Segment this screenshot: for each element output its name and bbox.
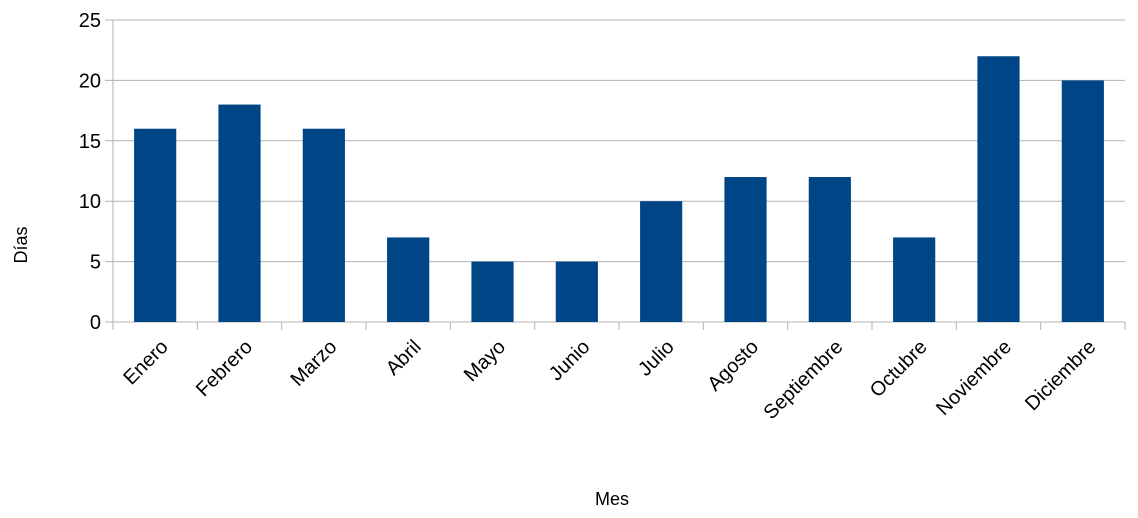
- x-tick-label: Mayo: [460, 336, 510, 386]
- axes: [112, 20, 1126, 330]
- x-tick-label: Diciembre: [1021, 336, 1100, 415]
- x-tick-label: Octubre: [866, 336, 932, 402]
- y-axis-title: Días: [11, 226, 31, 263]
- bar-julio: [640, 201, 683, 322]
- x-tick-label: Febrero: [192, 336, 257, 401]
- y-tick-label: 0: [90, 312, 101, 334]
- bar-marzo: [302, 128, 345, 322]
- y-tick-labels: 0 5 10 15 20 25: [79, 10, 101, 334]
- x-tick-label: Julio: [634, 336, 679, 381]
- y-tick-label: 15: [79, 131, 101, 153]
- bar-junio: [555, 261, 598, 322]
- x-tick-label: Abril: [382, 336, 426, 380]
- bar-diciembre: [1061, 80, 1104, 323]
- bar-abril: [387, 237, 430, 322]
- x-tick-label: Marzo: [287, 336, 342, 391]
- bars: [134, 56, 1104, 323]
- gridlines: [105, 19, 1125, 323]
- y-tick-label: 25: [79, 10, 101, 32]
- y-tick-label: 20: [79, 70, 101, 92]
- bar-febrero: [218, 104, 261, 322]
- x-tick-labels: Enero Febrero Marzo Abril Mayo Junio Julio Agos…: [119, 336, 1100, 424]
- bar-noviembre: [977, 56, 1020, 323]
- bar-enero: [134, 128, 177, 322]
- y-tick-label: 10: [79, 191, 101, 213]
- bar-mayo: [471, 261, 514, 322]
- y-tick-label: 5: [90, 252, 101, 274]
- x-tick-label: Enero: [119, 336, 172, 389]
- x-tick-label: Agosto: [703, 336, 763, 396]
- x-axis-title: Mes: [595, 489, 629, 509]
- x-tick-label: Junio: [545, 336, 594, 385]
- bar-agosto: [724, 177, 767, 322]
- x-tick-label: Noviembre: [932, 336, 1016, 420]
- x-tick-label: Septiembre: [759, 336, 847, 424]
- bar-septiembre: [808, 177, 851, 322]
- bar-octubre: [893, 237, 936, 322]
